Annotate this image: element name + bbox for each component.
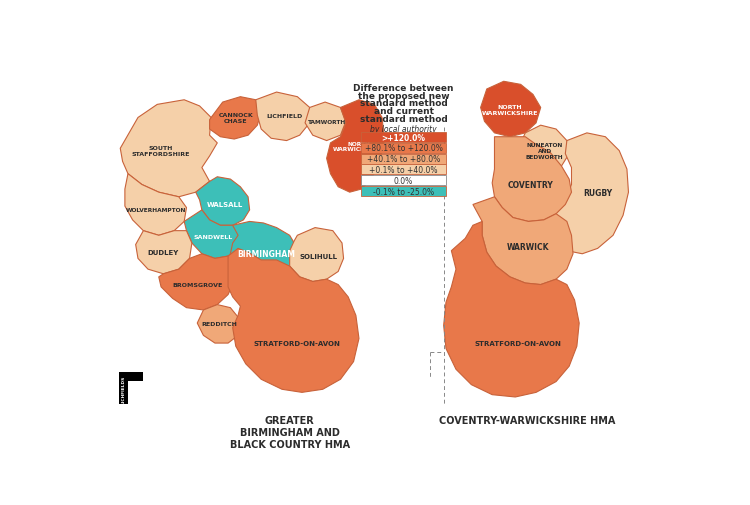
- Polygon shape: [492, 137, 572, 222]
- Bar: [362, 176, 446, 186]
- Text: SOUTH
STAFFORDSHIRE: SOUTH STAFFORDSHIRE: [132, 146, 190, 157]
- Text: NUNEATON
AND
BEDWORTH: NUNEATON AND BEDWORTH: [526, 143, 563, 160]
- Polygon shape: [473, 197, 573, 285]
- Polygon shape: [551, 134, 628, 254]
- Text: LICHFIELDS: LICHFIELDS: [122, 375, 125, 403]
- Text: 0.0%: 0.0%: [394, 176, 413, 185]
- Polygon shape: [326, 100, 384, 193]
- Text: RUGBY: RUGBY: [583, 188, 612, 197]
- Text: and current: and current: [374, 107, 434, 116]
- Text: LICHFIELD: LICHFIELD: [266, 114, 302, 119]
- Polygon shape: [159, 254, 236, 311]
- Bar: [362, 143, 446, 154]
- Text: WALSALL: WALSALL: [207, 202, 243, 208]
- Text: the proposed new: the proposed new: [358, 91, 449, 100]
- Polygon shape: [136, 231, 192, 274]
- Text: REDDITCH: REDDITCH: [201, 321, 237, 326]
- Text: SOLIHULL: SOLIHULL: [300, 254, 338, 260]
- Text: -0.1% to -25.0%: -0.1% to -25.0%: [373, 187, 434, 196]
- Text: BROMSGROVE: BROMSGROVE: [172, 282, 223, 287]
- Text: COVENTRY: COVENTRY: [508, 181, 554, 189]
- Text: SANDWELL: SANDWELL: [193, 235, 232, 240]
- Polygon shape: [197, 305, 241, 343]
- Polygon shape: [184, 211, 241, 259]
- Polygon shape: [444, 222, 579, 397]
- Text: TAMWORTH: TAMWORTH: [308, 120, 346, 125]
- Bar: [362, 133, 446, 143]
- Text: NORTH
WARWICKSHIRE: NORTH WARWICKSHIRE: [482, 105, 538, 116]
- Text: GREATER
BIRMINGHAM AND
BLACK COUNTRY HMA: GREATER BIRMINGHAM AND BLACK COUNTRY HMA: [230, 416, 350, 449]
- Polygon shape: [305, 103, 346, 141]
- Text: WOLVERHAMPTON: WOLVERHAMPTON: [125, 208, 186, 213]
- Text: by local authority: by local authority: [370, 125, 437, 134]
- Text: >+120.0%: >+120.0%: [382, 133, 425, 142]
- Polygon shape: [519, 126, 569, 174]
- Polygon shape: [209, 97, 261, 140]
- Text: NORTH
WARWICKSHIRE: NORTH WARWICKSHIRE: [333, 141, 385, 152]
- Polygon shape: [228, 249, 359, 392]
- Text: COVENTRY-WARWICKSHIRE HMA: COVENTRY-WARWICKSHIRE HMA: [439, 416, 615, 426]
- Bar: [362, 165, 446, 175]
- Text: standard method: standard method: [360, 99, 448, 108]
- Bar: [118, 373, 128, 404]
- Polygon shape: [481, 82, 541, 137]
- Text: DUDLEY: DUDLEY: [148, 250, 179, 256]
- Polygon shape: [125, 174, 187, 236]
- Polygon shape: [256, 93, 310, 141]
- Polygon shape: [196, 177, 250, 226]
- Text: STRATFORD-ON-AVON: STRATFORD-ON-AVON: [254, 340, 340, 346]
- Text: CANNOCK
CHASE: CANNOCK CHASE: [218, 113, 254, 124]
- Text: +0.1% to +40.0%: +0.1% to +40.0%: [369, 166, 438, 175]
- Polygon shape: [120, 100, 218, 197]
- Polygon shape: [290, 228, 344, 282]
- Text: +40.1% to +80.0%: +40.1% to +80.0%: [367, 155, 440, 164]
- Polygon shape: [230, 222, 297, 283]
- Bar: [362, 187, 446, 196]
- Bar: [362, 155, 446, 164]
- Text: Difference between: Difference between: [353, 84, 454, 92]
- Text: +80.1% to +120.0%: +80.1% to +120.0%: [364, 144, 442, 153]
- Text: standard method: standard method: [360, 115, 448, 123]
- Text: WARWICK: WARWICK: [507, 242, 550, 251]
- Bar: [118, 372, 143, 381]
- Text: STRATFORD-ON-AVON: STRATFORD-ON-AVON: [474, 340, 561, 346]
- Text: BIRMINGHAM: BIRMINGHAM: [238, 250, 296, 259]
